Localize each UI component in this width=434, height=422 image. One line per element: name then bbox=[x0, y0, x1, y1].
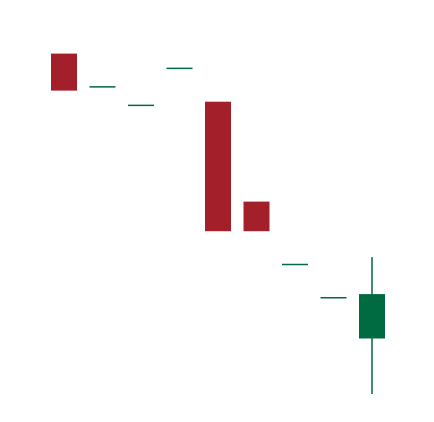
candle-4 bbox=[205, 101, 231, 232]
candle-body bbox=[51, 53, 77, 91]
candle-8 bbox=[359, 257, 385, 394]
candle-body bbox=[205, 101, 231, 232]
candle-5 bbox=[243, 201, 270, 232]
candle-0 bbox=[51, 53, 77, 91]
candles-group bbox=[51, 53, 385, 394]
candle-body bbox=[359, 294, 385, 339]
candle-body bbox=[243, 201, 270, 232]
